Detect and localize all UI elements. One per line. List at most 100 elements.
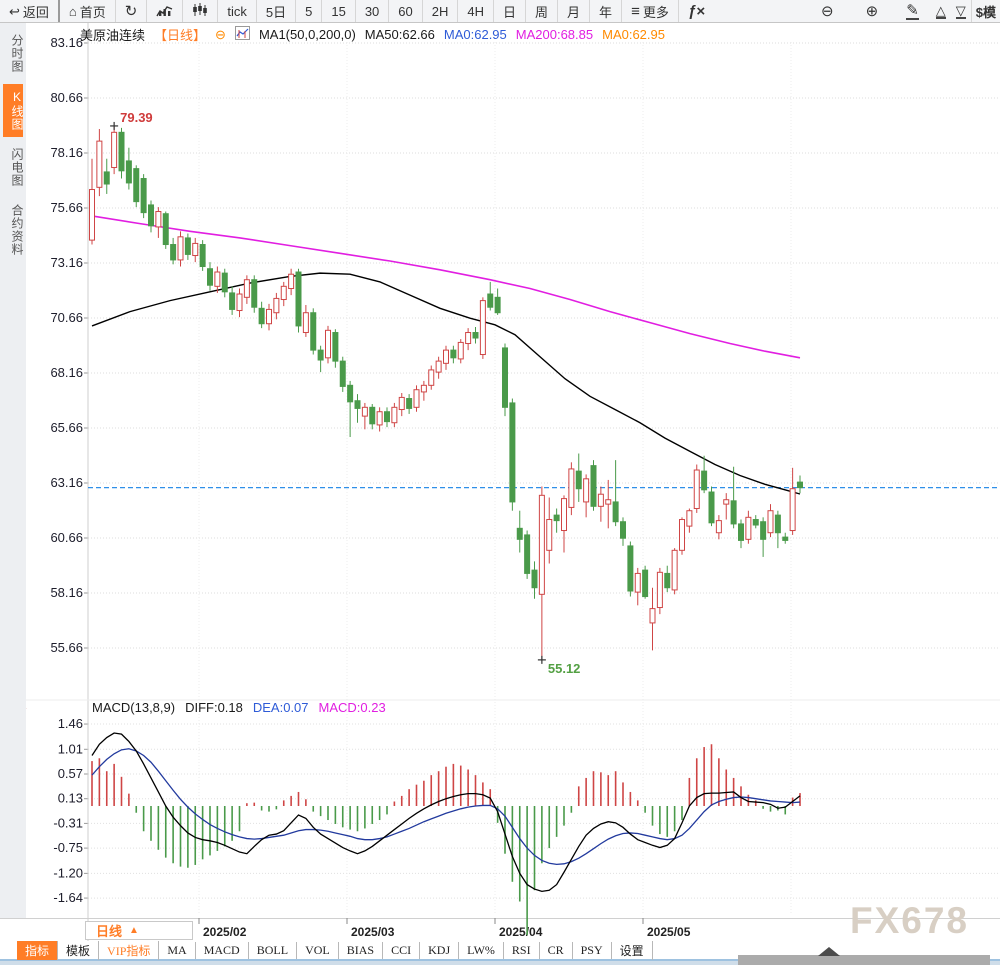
candlestick-icon [192, 3, 208, 19]
draw-button[interactable]: ✎ [894, 0, 931, 22]
svg-text:-1.64: -1.64 [53, 890, 83, 905]
triangle-up-icon: △ [935, 2, 946, 19]
ma-params: MA1(50,0,200,0) [258, 27, 356, 42]
chart-mode-sidebar: 分时图 K线图 闪电图 合约资料 [0, 23, 26, 918]
watermark: FX678 [850, 900, 970, 941]
period-selector[interactable]: 日线 ▲ [85, 921, 193, 940]
svg-text:-1.20: -1.20 [53, 865, 83, 880]
zoom-out-button[interactable]: ⊖ [805, 0, 850, 22]
svg-text:80.66: 80.66 [50, 90, 83, 105]
mini-chart-icon[interactable] [234, 26, 250, 43]
hamburger-icon: ≡ [631, 2, 640, 20]
macd-legend: MACD(13,8,9) DIFF:0.18 DEA:0.07 MACD:0.2… [92, 700, 386, 715]
fx-icon: ƒ× [687, 2, 705, 20]
svg-text:0.57: 0.57 [58, 766, 83, 781]
tab-cci[interactable]: CCI [383, 942, 421, 959]
tab-vip-indicator[interactable]: VIP指标 [99, 941, 160, 960]
ma200-value: MA200:68.85 [515, 27, 594, 42]
svg-text:1.46: 1.46 [58, 716, 83, 731]
kline-legend: 美原油连续 【日线】 ⊖ MA1(50,0,200,0) MA50:62.66 … [80, 25, 665, 44]
zoom-in-icon: ⊕ [865, 2, 879, 20]
triangle-up-icon: ▲ [129, 925, 139, 936]
svg-text:75.66: 75.66 [50, 200, 83, 215]
pattern-down-button[interactable]: ▽ [951, 0, 972, 22]
tab-bias[interactable]: BIAS [339, 942, 384, 959]
tab-indicator[interactable]: 指标 [17, 941, 59, 960]
refresh-button[interactable]: ↻ [116, 0, 148, 22]
svg-text:0.13: 0.13 [58, 791, 83, 806]
more-button[interactable]: ≡ 更多 [622, 0, 679, 22]
tab-vol[interactable]: VOL [297, 942, 339, 959]
sidebar-item-contract-info[interactable]: 合约资料 [10, 204, 24, 256]
zoom-out-icon: ⊖ [821, 2, 834, 20]
svg-text:60.66: 60.66 [50, 530, 83, 545]
ma50-value: MA50:62.66 [364, 27, 435, 42]
bar-chart-icon [156, 3, 173, 19]
period-60-button[interactable]: 60 [389, 0, 423, 22]
home-button[interactable]: ⌂ 首页 [60, 0, 116, 22]
tab-cr[interactable]: CR [540, 942, 573, 959]
symbol-name: 美原油连续 [80, 28, 146, 43]
refresh-icon: ↻ [124, 2, 138, 20]
period-2h-button[interactable]: 2H [423, 0, 459, 22]
svg-text:55.66: 55.66 [50, 640, 83, 655]
period-month-button[interactable]: 月 [558, 0, 591, 22]
tab-ma[interactable]: MA [159, 942, 196, 959]
svg-text:1.01: 1.01 [58, 741, 83, 756]
period-label: 【日线】 [154, 28, 207, 43]
collapse-icon[interactable]: ⊖ [215, 26, 226, 42]
svg-text:-0.31: -0.31 [53, 815, 83, 830]
sidebar-item-lightning-chart[interactable]: 闪电图 [10, 148, 24, 187]
tick-period-button[interactable]: tick [218, 0, 257, 22]
period-week-button[interactable]: 周 [526, 0, 559, 22]
pencil-icon: ✎ [906, 1, 919, 20]
expand-arrow-icon [818, 947, 840, 956]
period-year-button[interactable]: 年 [590, 0, 623, 22]
candle-chart-style-button[interactable] [183, 0, 219, 22]
home-icon: ⌂ [68, 3, 77, 19]
tab-kdj[interactable]: KDJ [420, 942, 460, 959]
svg-text:-0.75: -0.75 [53, 840, 83, 855]
zoom-in-button[interactable]: ⊕ [850, 0, 895, 22]
tab-boll[interactable]: BOLL [249, 942, 298, 959]
chart-plot-area[interactable] [88, 42, 1000, 915]
tab-settings[interactable]: 设置 [612, 941, 653, 960]
back-arrow-icon: ↩ [9, 3, 20, 19]
period-4h-button[interactable]: 4H [458, 0, 494, 22]
pattern-up-button[interactable]: △ [931, 0, 951, 22]
toolbar: ↩ 返回 ⌂ 首页 ↻ tick 5日 5 15 30 60 2H 4H 日 周 月… [0, 0, 1000, 23]
svg-text:78.16: 78.16 [50, 145, 83, 160]
period-day-button[interactable]: 日 [494, 0, 527, 22]
tab-lw[interactable]: LW% [459, 942, 504, 959]
tab-psy[interactable]: PSY [573, 942, 612, 959]
svg-text:68.16: 68.16 [50, 365, 83, 380]
period-5-button[interactable]: 5 [296, 0, 323, 22]
svg-text:58.16: 58.16 [50, 585, 83, 600]
period-5day-button[interactable]: 5日 [257, 0, 297, 22]
tab-rsi[interactable]: RSI [504, 942, 540, 959]
sidebar-item-kline-chart[interactable]: K线图 [3, 84, 24, 137]
sim-trade-button[interactable]: $模 [975, 4, 996, 20]
back-button[interactable]: ↩ 返回 [0, 0, 60, 22]
dea-value: DEA:0.07 [252, 700, 309, 715]
svg-text:83.16: 83.16 [50, 35, 83, 50]
horizontal-scrollbar-thumb[interactable] [738, 947, 990, 965]
ma0-blue-value: MA0:62.95 [443, 27, 507, 42]
triangle-down-icon: ▽ [955, 2, 966, 19]
formula-button[interactable]: ƒ× [679, 0, 714, 22]
macd-value: MACD:0.23 [318, 700, 386, 715]
svg-text:63.16: 63.16 [50, 475, 83, 490]
sidebar-item-time-chart[interactable]: 分时图 [10, 34, 24, 73]
bar-chart-style-button[interactable] [147, 0, 184, 22]
macd-params: MACD(13,8,9) [92, 700, 176, 715]
tab-template[interactable]: 模板 [58, 941, 100, 960]
svg-text:70.66: 70.66 [50, 310, 83, 325]
period-30-button[interactable]: 30 [356, 0, 390, 22]
period-15-button[interactable]: 15 [322, 0, 356, 22]
svg-text:65.66: 65.66 [50, 420, 83, 435]
ma0-orange-value: MA0:62.95 [602, 27, 665, 42]
diff-value: DIFF:0.18 [185, 700, 243, 715]
tab-macd[interactable]: MACD [196, 942, 249, 959]
bottom-strip [0, 961, 1000, 965]
svg-text:73.16: 73.16 [50, 255, 83, 270]
